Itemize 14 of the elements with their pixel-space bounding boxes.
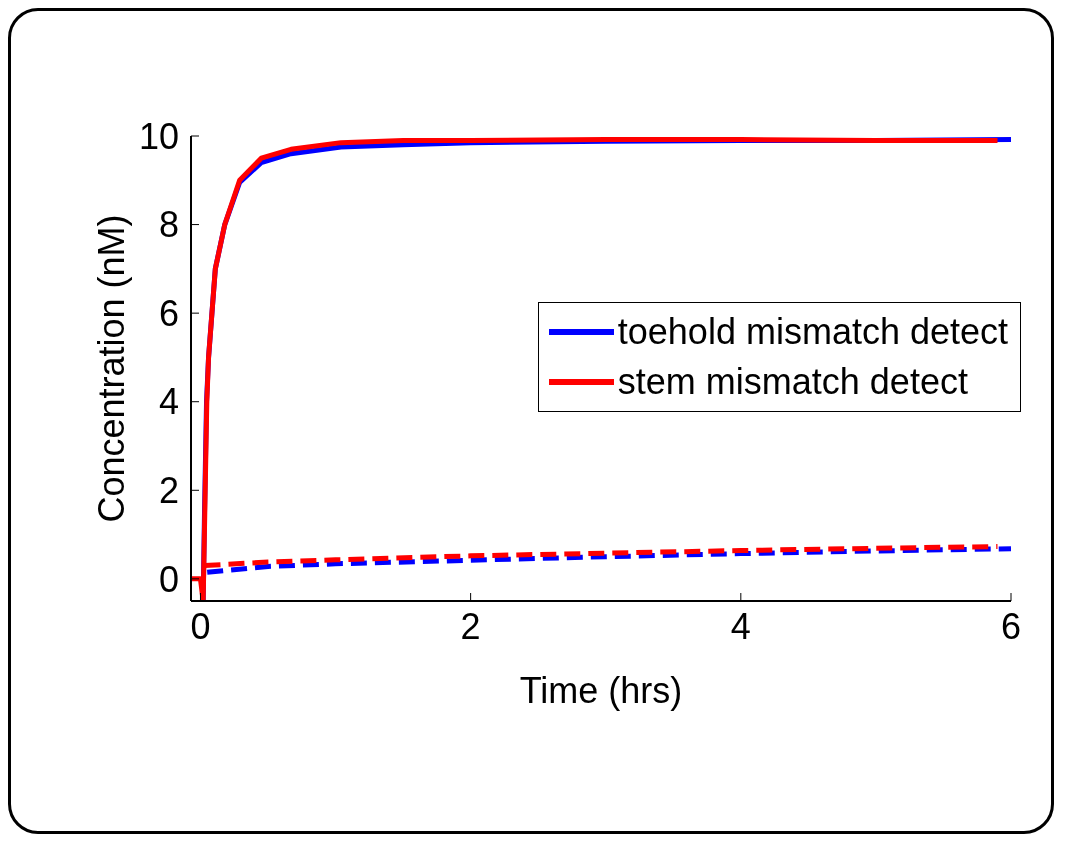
y-tick-label: 6 bbox=[158, 292, 179, 334]
y-tick-label: 2 bbox=[158, 470, 179, 512]
y-tick-label: 0 bbox=[158, 558, 179, 600]
x-axis-title: Time (hrs) bbox=[519, 670, 683, 711]
x-tick-label: 2 bbox=[460, 605, 481, 647]
y-axis-title: Concentration (nM) bbox=[90, 214, 132, 523]
x-tick-label: 0 bbox=[190, 605, 211, 647]
x-tick-label: 6 bbox=[1000, 605, 1022, 647]
legend-label: stem mismatch detect bbox=[617, 359, 968, 404]
y-tick-label: 10 bbox=[138, 115, 179, 157]
x-tick-label: 4 bbox=[730, 605, 751, 647]
y-tick-label: 4 bbox=[158, 381, 179, 423]
y-tick-label: 8 bbox=[158, 204, 179, 246]
legend-label: toehold mismatch detect bbox=[617, 309, 1008, 354]
